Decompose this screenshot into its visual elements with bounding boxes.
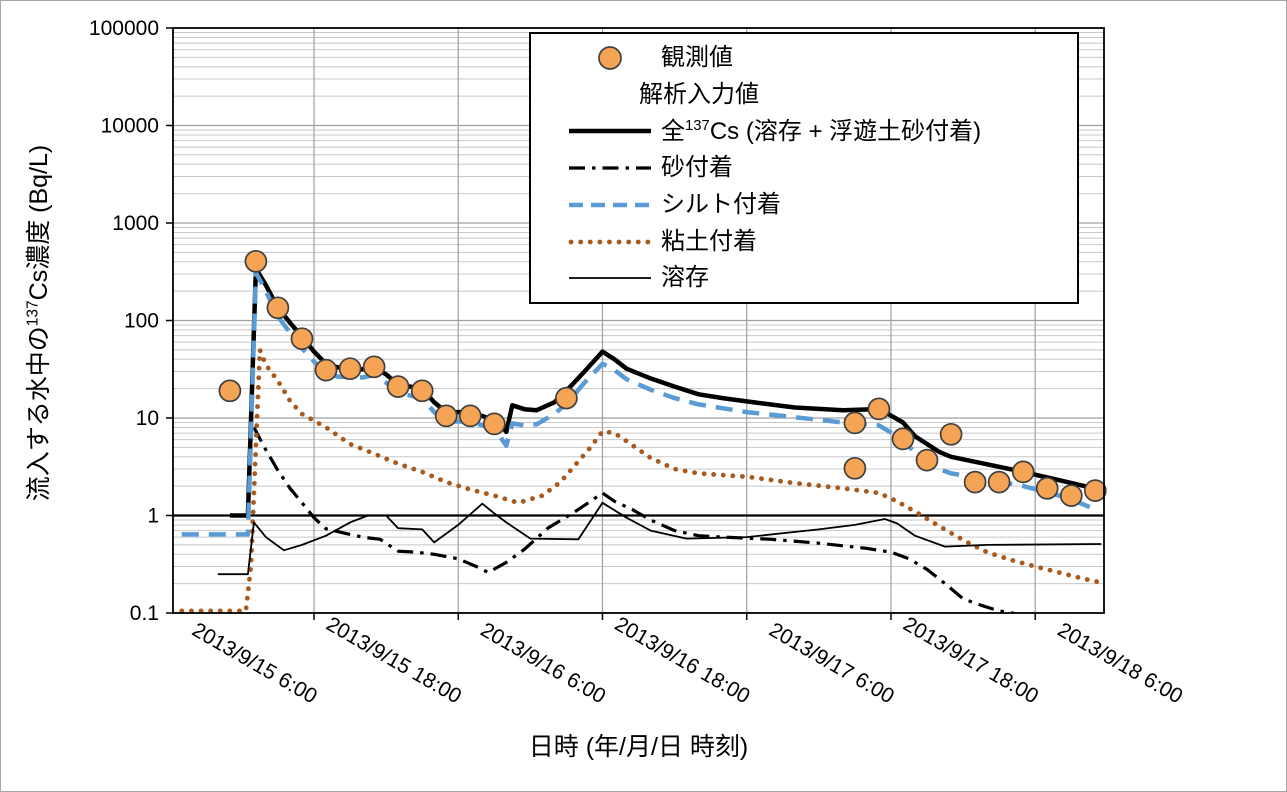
observed-point	[458, 404, 482, 428]
observed-point	[266, 296, 290, 320]
legend-item-observed: 観測値	[531, 41, 1077, 75]
observed-point	[867, 397, 891, 421]
observed-point	[963, 470, 987, 494]
y-tick-label: 10000	[101, 115, 159, 138]
legend-item-dissolved: 溶存	[531, 261, 1077, 295]
legend-label-clay: 粘土付着	[661, 227, 757, 255]
y-tick-label: 100000	[89, 17, 159, 40]
legend-marker-observed	[567, 44, 653, 72]
y-axis-title: 流入する水中の137Cs濃度 (Bq/L)	[24, 144, 53, 502]
x-tick-label: 2013/9/17 18:00	[899, 613, 1042, 709]
observed-point	[410, 379, 434, 403]
y-tick-label: 1	[147, 505, 159, 528]
observed-point	[314, 358, 338, 382]
x-tick-label: 2013/9/18 6:00	[1054, 618, 1187, 708]
legend-label-dissolved: 溶存	[661, 264, 709, 292]
observed-point	[338, 357, 362, 381]
series-line-silt	[181, 270, 1100, 537]
observed-point	[1011, 460, 1035, 484]
y-tick-label: 100	[124, 310, 159, 333]
observed-point	[843, 411, 867, 435]
series-line-dissolved	[217, 501, 1102, 576]
legend: 観測値解析入力値全137Cs (溶存 + 浮遊土砂付着) 砂付着シルト付着粘土付着…	[529, 32, 1079, 304]
legend-label-observed: 観測値	[661, 43, 733, 71]
legend-marker-clay	[567, 228, 654, 256]
observed-point	[1083, 479, 1107, 502]
y-tick-label: 1000	[112, 212, 159, 235]
legend-header-analysis-input-header: 解析入力値	[531, 78, 1077, 112]
observed-point	[939, 422, 963, 446]
legend-item-clay: 粘土付着	[531, 225, 1077, 259]
observed-point	[555, 386, 578, 410]
x-tick-label: 2013/9/16 6:00	[477, 618, 610, 708]
observed-point	[386, 375, 410, 398]
observed-point	[218, 379, 242, 403]
legend-marker-dissolved	[567, 264, 653, 292]
legend-item-sand: 砂付着	[531, 151, 1077, 185]
observed-point	[290, 327, 314, 351]
legend-label-total-cs: 全137Cs (溶存 + 浮遊土砂付着)	[661, 117, 982, 145]
legend-label-sand: 砂付着	[661, 154, 733, 181]
observed-point	[843, 456, 867, 480]
observed-point	[1059, 484, 1083, 507]
x-tick-label: 2013/9/15 18:00	[322, 613, 465, 709]
y-tick-label: 0.1	[130, 602, 159, 625]
legend-item-silt: シルト付着	[531, 188, 1077, 222]
x-tick-label: 2013/9/15 6:00	[188, 618, 321, 708]
observed-points	[218, 249, 1107, 507]
observed-point	[482, 412, 506, 436]
x-tick-label: 2013/9/17 6:00	[765, 618, 898, 708]
legend-label-silt: シルト付着	[661, 190, 781, 218]
series-line-sand	[252, 426, 1018, 613]
observed-point	[244, 249, 268, 273]
observed-point	[362, 355, 386, 379]
x-axis-title: 日時 (年/月/日 時刻)	[528, 733, 749, 761]
observed-point	[891, 427, 915, 451]
legend-marker-sand	[567, 154, 653, 182]
observed-point	[915, 448, 939, 472]
observed-point	[1035, 476, 1059, 500]
legend-label-analysis-input-header: 解析入力値	[639, 80, 759, 108]
legend-marker-total-cs	[567, 117, 653, 145]
legend-item-total-cs: 全137Cs (溶存 + 浮遊土砂付着)	[531, 114, 1077, 148]
observed-point	[987, 470, 1011, 494]
observed-point	[434, 404, 458, 428]
y-tick-label: 10	[136, 407, 159, 430]
x-tick-label: 2013/9/16 18:00	[611, 613, 754, 709]
legend-marker-silt	[567, 191, 653, 219]
